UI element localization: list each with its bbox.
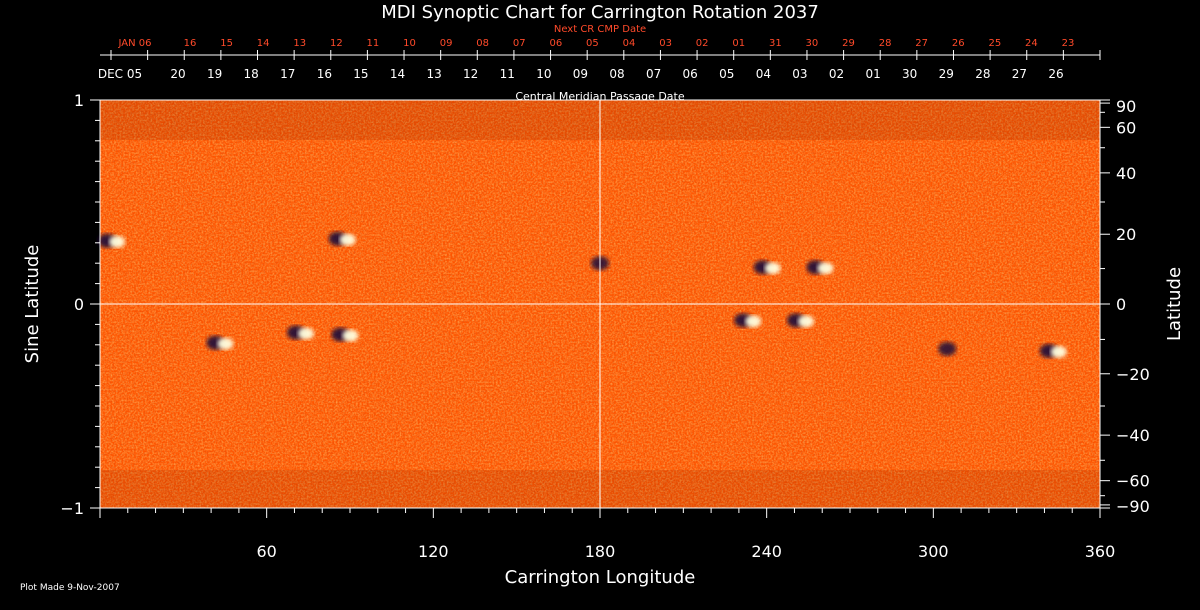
active-region-10 [1039,343,1067,358]
next-cmp-date-label: 03 [659,38,672,49]
cmp-date-label: 26 [1048,67,1063,81]
chart-title: MDI Synoptic Chart for Carrington Rotati… [381,2,819,23]
next-cmp-date-label: 25 [988,38,1001,49]
active-region-5 [206,335,234,350]
cmp-date-label: 08 [609,67,624,81]
y-left-tick-label: 0 [74,295,84,314]
next-cmp-date-label: 09 [440,38,453,49]
next-cmp-date-label: JAN 06 [118,38,152,49]
x-tick-label: 120 [418,542,449,561]
cmp-date-label: 10 [536,67,551,81]
cmp-date-label: 05 [719,67,734,81]
cmp-date-label: 28 [975,67,990,81]
next-cmp-date-label: 26 [952,38,965,49]
next-cmp-date-label: 27 [915,38,928,49]
cmp-date-label: 12 [463,67,478,81]
next-cmp-date-label: 29 [842,38,855,49]
cmp-date-label: 17 [280,67,295,81]
next-cmp-date-label: 06 [549,38,562,49]
next-cmp-date-label: 31 [769,38,782,49]
active-region-8 [734,313,762,328]
next-cmp-date-label: 23 [1062,38,1075,49]
cmp-date-label: 09 [573,67,588,81]
y-right-tick-label: 40 [1116,164,1136,183]
next-cmp-date-label: 11 [367,38,380,49]
active-region-7 [287,325,314,340]
next-cmp-date-label: 28 [879,38,892,49]
cmp-date-label: 30 [902,67,917,81]
next-cmp-date-label: 24 [1025,38,1038,49]
x-axis-label: Carrington Longitude [505,567,696,588]
y-right-tick-label: 90 [1116,97,1136,116]
y-axis-label-right: Latitude [1164,267,1185,341]
next-cmp-label: Next CR CMP Date [554,24,646,35]
cmp-date-label: 02 [829,67,844,81]
next-cmp-date-label: 05 [586,38,599,49]
date-axis: DEC 05 20 19 18 17 16 15 14 13 12 11 10 09 08 07 06 05 04… [98,38,1101,81]
y-left-tick-label: −1 [60,499,84,518]
cmp-date-label: 03 [792,67,807,81]
next-cmp-date-label: 14 [257,38,270,49]
cmp-date-label: DEC 05 [98,67,142,81]
x-tick-label: 240 [751,542,782,561]
x-tick-label: 360 [1085,542,1116,561]
cmp-date-label: 29 [939,67,954,81]
active-region-11 [938,341,957,356]
cmp-date-label: 14 [390,67,405,81]
cmp-date-label: 06 [683,67,698,81]
active-region-6 [331,327,359,342]
y-right-tick-label: 60 [1116,118,1136,137]
y-right-tick-label: −60 [1116,472,1150,491]
active-region-3 [753,260,781,275]
next-cmp-date-label: 30 [806,38,819,49]
cmp-date-label: 27 [1012,67,1027,81]
next-cmp-date-label: 07 [513,38,526,49]
next-cmp-date-label: 16 [184,38,197,49]
cmp-date-label: 15 [353,67,368,81]
active-region-4 [806,260,834,275]
next-cmp-date-label: 04 [623,38,636,49]
next-cmp-date-label: 13 [293,38,306,49]
next-cmp-date-label: 12 [330,38,343,49]
active-region-9 [787,313,814,328]
cmp-date-label: 18 [244,67,259,81]
cmp-date-label: 04 [756,67,771,81]
x-axis: 60 120 180 240 300 360 [99,508,1116,561]
cmp-date-label: 19 [207,67,222,81]
y-right-tick-label: 0 [1116,295,1126,314]
x-tick-label: 300 [918,542,949,561]
next-cmp-date-label: 01 [732,38,745,49]
y-right-tick-label: −20 [1116,365,1150,384]
active-regions [98,231,1067,358]
cmp-date-label: 11 [500,67,515,81]
cmp-date-label: 16 [317,67,332,81]
y-axis-label-left: Sine Latitude [22,245,43,364]
x-tick-label: 180 [585,542,616,561]
next-cmp-date-label: 08 [476,38,489,49]
y-right-tick-label: −40 [1116,426,1150,445]
cmp-date-label: 13 [426,67,441,81]
active-region-1 [328,231,356,246]
next-cmp-date-label: 10 [403,38,416,49]
y-axis-right: 90 60 40 20 0 −20 −40 −60 −90 [1100,97,1150,516]
cmp-date-label: 20 [170,67,185,81]
y-right-tick-label: −90 [1116,497,1150,516]
next-cmp-date-label: 02 [696,38,709,49]
active-region-0 [98,233,126,248]
cmp-date-label: 07 [646,67,661,81]
y-right-tick-label: 20 [1116,225,1136,244]
y-axis-left: 1 0 −1 [60,91,100,518]
y-left-tick-label: 1 [74,91,84,110]
cmp-date-label: 01 [865,67,880,81]
x-tick-label: 60 [256,542,276,561]
next-cmp-date-label: 15 [220,38,233,49]
plot-made-footer: Plot Made 9-Nov-2007 [20,583,120,593]
